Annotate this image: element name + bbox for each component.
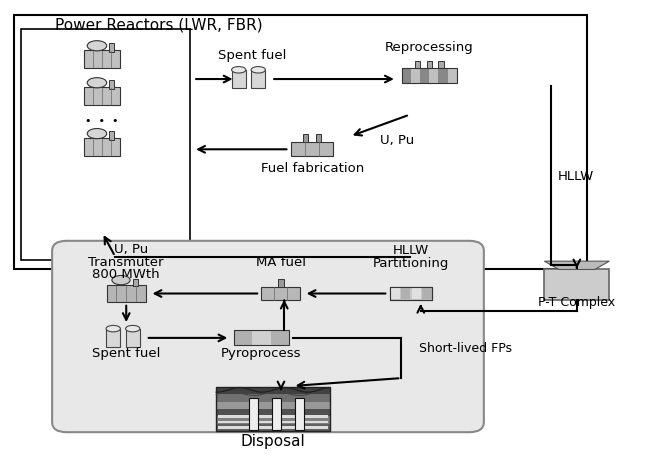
Bar (438, 68, 448, 83)
FancyBboxPatch shape (52, 241, 484, 432)
Bar (106, 285, 146, 302)
Bar (216, 387, 330, 431)
Text: Fuel fabrication: Fuel fabrication (261, 162, 364, 175)
Bar (303, 134, 308, 142)
Bar (216, 394, 330, 402)
Ellipse shape (232, 66, 246, 73)
Bar (390, 288, 400, 299)
Bar (271, 331, 289, 345)
Bar (14, 15, 586, 270)
Ellipse shape (106, 326, 120, 332)
Bar (216, 416, 330, 424)
Text: Disposal: Disposal (241, 434, 306, 449)
Bar (272, 399, 281, 430)
Bar (402, 68, 457, 83)
Bar (84, 50, 120, 68)
Text: MA fuel: MA fuel (256, 256, 306, 269)
Bar (84, 87, 120, 105)
Bar (411, 288, 421, 299)
Ellipse shape (88, 128, 106, 139)
Text: Pyroprocess: Pyroprocess (221, 347, 302, 360)
Bar (411, 68, 420, 83)
Text: •  •  •: • • • (86, 116, 119, 126)
Text: Spent fuel: Spent fuel (217, 48, 286, 61)
Bar (251, 70, 265, 88)
Text: U, Pu: U, Pu (114, 243, 148, 256)
Bar (390, 286, 432, 300)
Bar (108, 80, 114, 89)
Bar (216, 387, 330, 394)
Bar (401, 288, 410, 299)
Bar (545, 270, 609, 299)
Text: Short-lived FPs: Short-lived FPs (419, 343, 513, 355)
Text: Partitioning: Partitioning (373, 258, 449, 271)
Bar (448, 68, 457, 83)
Text: P-T Complex: P-T Complex (538, 296, 615, 309)
Bar (316, 134, 321, 142)
Text: HLLW: HLLW (393, 245, 429, 258)
Polygon shape (545, 261, 609, 270)
Bar (218, 421, 328, 423)
Bar (415, 60, 420, 68)
Bar (252, 331, 271, 345)
Bar (218, 426, 328, 429)
Bar (249, 399, 258, 430)
Bar (390, 286, 432, 300)
Ellipse shape (112, 275, 130, 285)
Bar (422, 288, 432, 299)
Bar (295, 399, 304, 430)
Ellipse shape (88, 78, 106, 88)
Text: Spent fuel: Spent fuel (92, 347, 161, 360)
Bar (402, 68, 411, 83)
Bar (261, 286, 300, 300)
Ellipse shape (125, 326, 140, 332)
Ellipse shape (251, 66, 265, 73)
Bar (216, 409, 330, 416)
Bar (84, 138, 120, 156)
Bar (234, 331, 289, 345)
Bar (106, 329, 120, 347)
Bar (21, 29, 190, 260)
Bar (232, 70, 246, 88)
Ellipse shape (88, 40, 106, 51)
Bar (216, 424, 330, 431)
Bar (133, 279, 138, 286)
Bar (108, 43, 114, 52)
Bar (426, 60, 432, 68)
Bar (438, 60, 443, 68)
Text: HLLW: HLLW (558, 170, 594, 183)
Bar (291, 142, 333, 156)
Text: Transmuter: Transmuter (89, 256, 164, 269)
Text: U, Pu: U, Pu (380, 133, 414, 146)
Bar (216, 402, 330, 409)
Bar (218, 415, 328, 418)
Bar (278, 279, 284, 286)
Bar (420, 68, 429, 83)
Bar (429, 68, 438, 83)
Bar (234, 331, 252, 345)
Bar (108, 131, 114, 140)
Text: Power Reactors (LWR, FBR): Power Reactors (LWR, FBR) (55, 18, 263, 33)
Text: Reprocessing: Reprocessing (385, 41, 473, 54)
Text: 800 MWth: 800 MWth (93, 267, 160, 280)
Bar (125, 329, 140, 347)
